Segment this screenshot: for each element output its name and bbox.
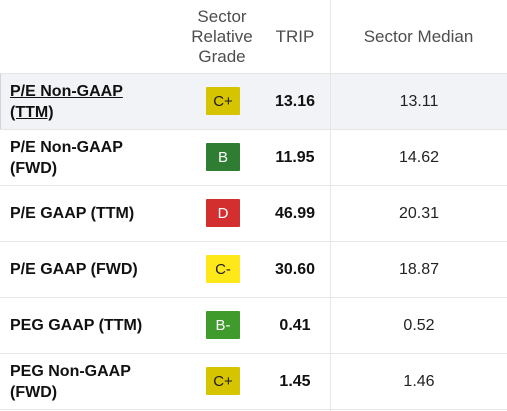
grade-badge: D <box>206 199 240 227</box>
metric-label: P/E GAAP (TTM) <box>10 205 135 222</box>
trip-value: 0.41 <box>279 316 311 334</box>
sector-median-value: 13.11 <box>399 92 439 110</box>
column-header-sector-relative-grade: Sector Relative Grade <box>191 6 253 66</box>
column-divider <box>330 0 331 411</box>
table-row: P/E Non-GAAP (FWD) B 11.95 14.62 <box>0 130 507 186</box>
metric-label: P/E Non-GAAP (FWD) <box>10 138 123 177</box>
column-header-sector-median: Sector Median <box>363 26 474 46</box>
grade-badge: C+ <box>206 87 240 115</box>
trip-value: 13.16 <box>274 92 316 110</box>
column-header-trip: TRIP <box>275 26 315 46</box>
sector-median-value: 1.46 <box>403 372 435 390</box>
trip-value: 11.95 <box>275 148 315 166</box>
sector-median-value: 0.52 <box>403 316 435 334</box>
table-row: P/E GAAP (TTM) D 46.99 20.31 <box>0 186 507 242</box>
metric-link[interactable]: P/E Non-GAAP (TTM) <box>10 82 123 121</box>
table-row: P/E GAAP (FWD) C- 30.60 18.87 <box>0 242 507 298</box>
trip-value: 1.45 <box>279 372 311 390</box>
sector-median-value: 20.31 <box>398 204 440 222</box>
trip-value: 30.60 <box>274 260 316 278</box>
sector-median-value: 14.62 <box>398 148 440 166</box>
metric-label: P/E GAAP (FWD) <box>10 261 138 278</box>
table-row: PEG GAAP (TTM) B- 0.41 0.52 <box>0 298 507 354</box>
grade-badge: C- <box>206 255 240 283</box>
grade-badge: B <box>206 143 240 171</box>
metric-label: PEG GAAP (TTM) <box>10 317 143 334</box>
grade-badge: C+ <box>206 367 240 395</box>
table-header: Sector Relative Grade TRIP Sector Median <box>0 0 507 74</box>
table-row: P/E Non-GAAP (TTM) C+ 13.16 13.11 <box>0 74 507 130</box>
trip-value: 46.99 <box>274 204 316 222</box>
metric-label: PEG Non-GAAP (FWD) <box>10 362 131 401</box>
table-row: PEG Non-GAAP (FWD) C+ 1.45 1.46 <box>0 354 507 410</box>
grade-badge: B- <box>206 311 240 339</box>
sector-median-value: 18.87 <box>398 260 440 278</box>
